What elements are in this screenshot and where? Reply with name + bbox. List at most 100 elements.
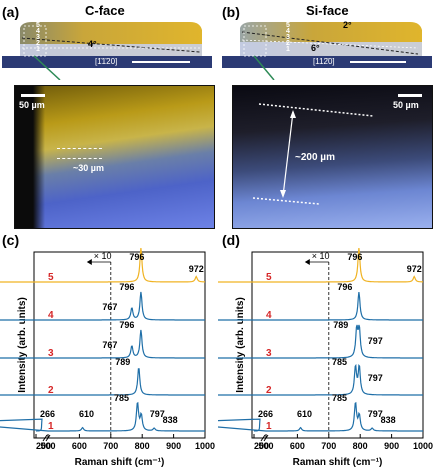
panel-label-a: (a) [2, 4, 20, 20]
layer-label-3: 3 [48, 348, 54, 359]
spectrum-line-1 [218, 401, 423, 432]
arrow-head-bottom-b [280, 190, 286, 198]
scale-note-arrowhead [304, 259, 310, 265]
spectrum-line-1 [0, 401, 205, 432]
spectrum-line-2 [218, 363, 423, 396]
peak-label-3-789: 789 [333, 320, 348, 330]
thickness-marks-b [252, 103, 374, 205]
y-axis-label: Intensity (arb. units) [17, 297, 28, 393]
scale-bar-a [21, 94, 45, 97]
x-tick-label: 600 [290, 441, 305, 451]
thickness-a: ~30 µm [73, 163, 104, 173]
peak-label-1-797: 797 [368, 409, 383, 419]
direction-a: [1̄1̄20] [95, 57, 118, 66]
plot-frame [251, 251, 424, 439]
x-tick-label: 500 [40, 441, 55, 451]
angle-a: 4° [88, 39, 97, 49]
peak-label-4-796: 796 [337, 282, 352, 292]
peak-label-5-796: 796 [129, 252, 144, 262]
edge-shadow-a [15, 86, 45, 228]
x-tick-label: 800 [353, 441, 368, 451]
schematic-a [2, 22, 212, 80]
peak-label-1-797: 797 [150, 409, 165, 419]
panel-label-d: (d) [222, 232, 240, 248]
peak-label-1-785: 785 [332, 393, 347, 403]
x-axis-label: Raman shift (cm⁻¹) [75, 457, 165, 468]
peak-label-1-785: 785 [114, 393, 129, 403]
layer-label-2: 2 [266, 385, 272, 396]
peak-label-5-796: 796 [347, 252, 362, 262]
scale-text-b: 50 µm [393, 100, 419, 110]
spectrum-line-5 [0, 247, 205, 283]
x-tick-label: 800 [135, 441, 150, 451]
micrograph-a: 50 µm ~30 µm [14, 85, 215, 229]
zoom-line-a [33, 55, 61, 80]
schematic-b [222, 22, 432, 80]
angle-bottom-b: 6° [311, 43, 320, 53]
spectrum-line-4 [0, 291, 205, 321]
peak-label-2-785: 785 [332, 357, 347, 367]
micrograph-b: 50 µm ~200 µm [232, 85, 433, 229]
x-tick-label: 500 [258, 441, 273, 451]
peak-label-1-838: 838 [163, 415, 178, 425]
direction-arrow-a [132, 61, 190, 63]
arrow-head-top-b [290, 110, 296, 118]
layer-bottom-line-b [252, 197, 320, 205]
y-axis-label: Intensity (arb. units) [235, 297, 246, 393]
layer-top-line-b [258, 103, 374, 117]
layer-region-b [240, 42, 422, 56]
peak-label-5-972: 972 [407, 264, 422, 274]
layer-label-5: 5 [48, 272, 54, 283]
thickness-arrow-b [282, 111, 294, 197]
spectrum-line-3 [0, 329, 205, 359]
layer-label-3: 3 [266, 348, 272, 359]
panel-label-b: (b) [222, 4, 240, 20]
layer-top-line-a [57, 148, 102, 149]
x-tick-label: 200 [254, 441, 269, 451]
peak-label-1-610: 610 [297, 409, 312, 419]
peak-label-1-266: 266 [258, 409, 273, 419]
substrate-a [2, 56, 212, 68]
scale-note-arrowhead [86, 259, 92, 265]
axis-break-mark [42, 434, 48, 442]
axis-break-mark [260, 434, 266, 442]
x-tick-label: 1000 [413, 441, 433, 451]
peak-label-2-789: 789 [115, 357, 130, 367]
spectrum-line-5 [218, 247, 423, 283]
peak-label-3-797: 797 [368, 336, 383, 346]
scale-bar-b [398, 94, 422, 97]
peak-label-3-796: 796 [119, 320, 134, 330]
layer-line-b [241, 39, 419, 49]
peak-label-4-767: 767 [102, 302, 117, 312]
x-tick-label: 1000 [195, 441, 215, 451]
bevel-line-b [241, 31, 419, 55]
probe-box-b [243, 25, 267, 57]
direction-arrow-b [350, 61, 406, 63]
spectrum-line-3 [218, 324, 423, 359]
zoom-line-b [253, 55, 275, 80]
x-tick-label: 200 [36, 441, 51, 451]
layer-region-a [20, 44, 202, 56]
x-tick-label: 700 [103, 441, 118, 451]
panel-label-c: (c) [2, 232, 20, 248]
panel-b-title: Si-face [306, 3, 349, 18]
spectrum-line-2 [0, 368, 205, 396]
layer-label-1: 1 [48, 421, 54, 432]
probe-box-a [23, 25, 47, 57]
spectrum-line-4 [218, 292, 423, 321]
peak-label-2-797: 797 [368, 373, 383, 383]
substrate-b [222, 56, 432, 68]
direction-b: [112̄0] [313, 57, 335, 66]
panel-a-title: C-face [85, 3, 125, 18]
layer-label-4: 4 [48, 310, 54, 321]
peak-label-1-838: 838 [381, 415, 396, 425]
scale-note: × 10 [94, 251, 112, 261]
peak-label-5-972: 972 [189, 264, 204, 274]
peak-label-1-610: 610 [79, 409, 94, 419]
x-tick-label: 700 [321, 441, 336, 451]
angle-top-b: 2° [343, 20, 352, 30]
